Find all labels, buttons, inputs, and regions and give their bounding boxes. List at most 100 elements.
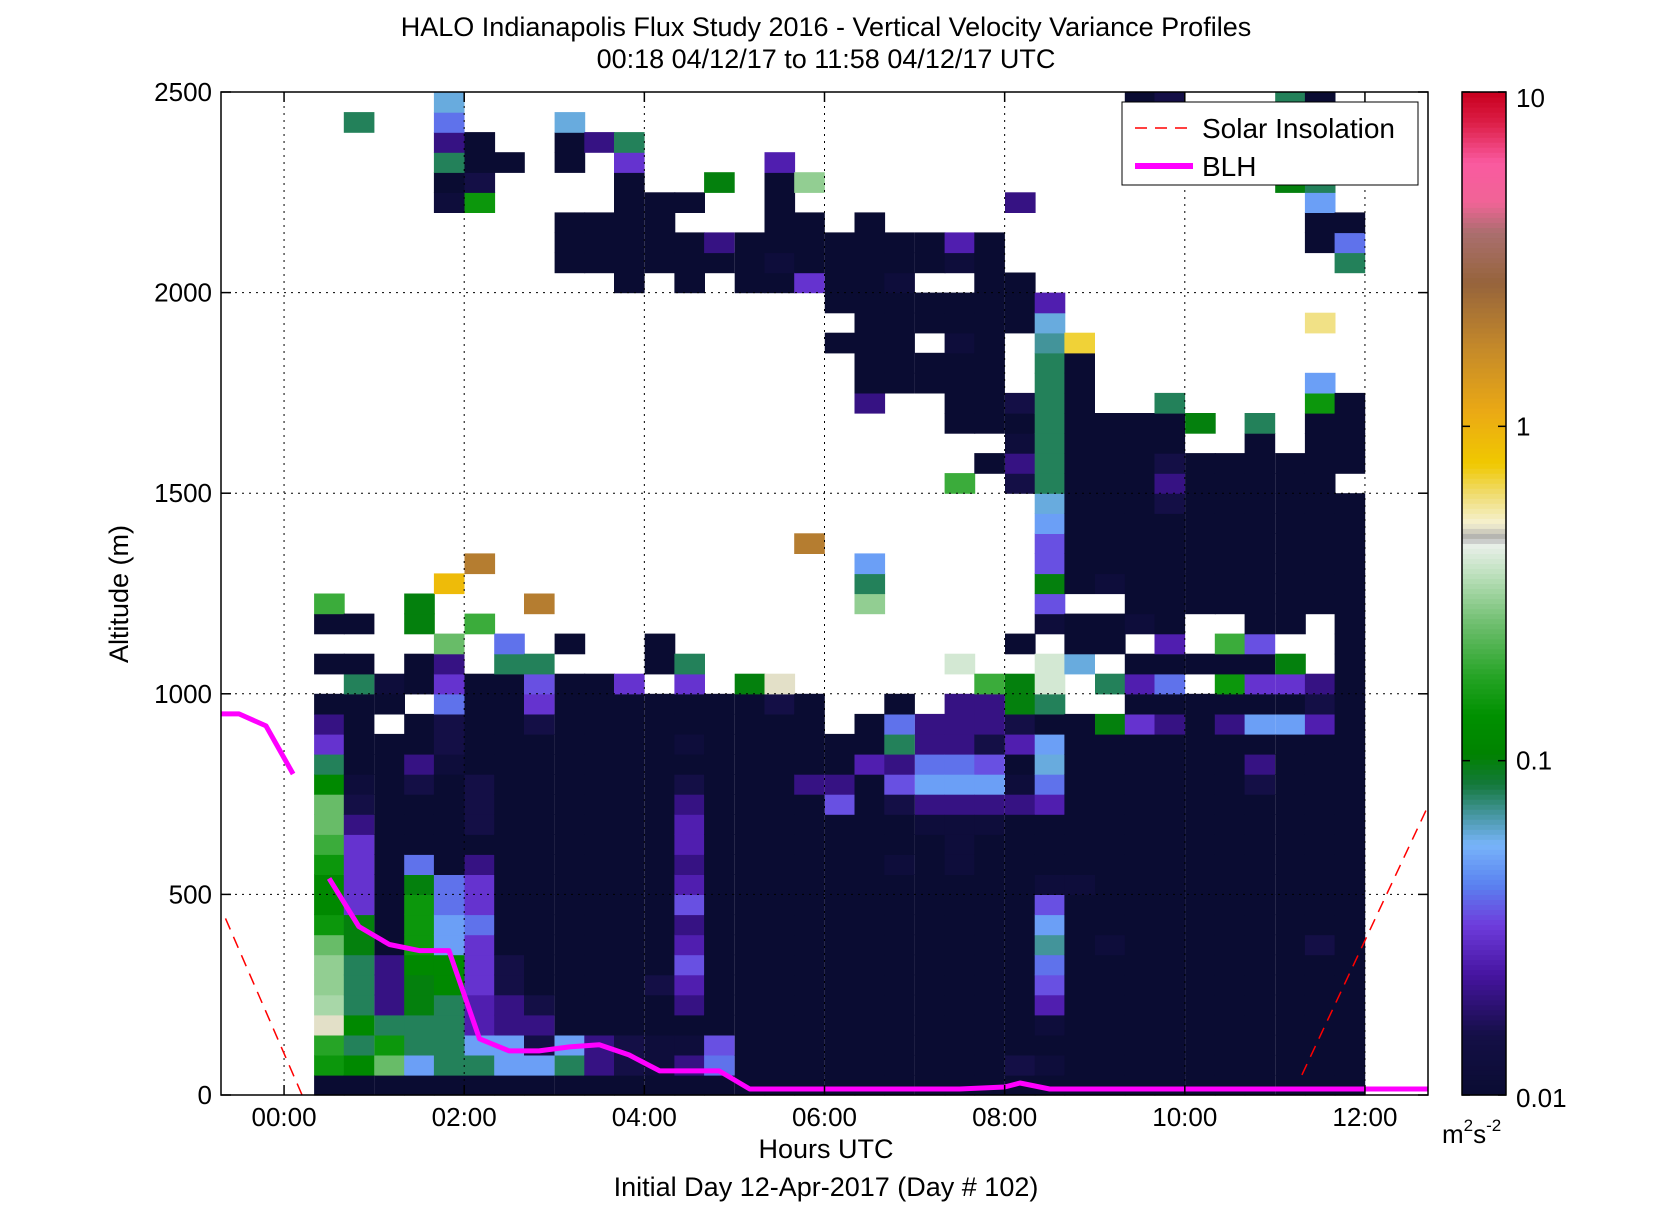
heatmap-cell (464, 613, 496, 635)
heatmap-cell (404, 874, 435, 895)
colorbar-strip (1462, 1069, 1506, 1076)
y-tick-label: 500 (169, 879, 212, 909)
colorbar-strip (1462, 789, 1506, 795)
heatmap-cell (824, 954, 856, 976)
heatmap-cell (734, 673, 766, 695)
colorbar-strip (1462, 1034, 1506, 1041)
heatmap-cell (734, 1014, 766, 1036)
heatmap-cell (1064, 874, 1095, 895)
colorbar-strip (1462, 683, 1506, 690)
heatmap-cell (854, 914, 886, 936)
heatmap-cell (794, 854, 825, 875)
heatmap-cell (1095, 1014, 1126, 1036)
colorbar-strip (1462, 593, 1506, 600)
colorbar-strip (1462, 553, 1506, 559)
heatmap-cell (464, 954, 496, 976)
heatmap-cell (584, 874, 615, 895)
heatmap-cell (1304, 1034, 1336, 1056)
heatmap-cell (854, 553, 886, 575)
heatmap-cell (734, 272, 766, 294)
colorbar-strip (1462, 508, 1506, 514)
heatmap-cell (1244, 974, 1276, 996)
heatmap-cell (1034, 1014, 1066, 1036)
heatmap-cell (494, 693, 525, 715)
heatmap-cell (1214, 854, 1246, 875)
heatmap-cell (1304, 372, 1336, 394)
heatmap-cell (1185, 1014, 1216, 1036)
heatmap-cell (1334, 673, 1366, 695)
heatmap-cell (764, 894, 796, 916)
heatmap-cell (1005, 733, 1036, 755)
heatmap-cell (1304, 874, 1336, 895)
heatmap-cell (704, 974, 735, 996)
heatmap-cell (524, 1074, 555, 1096)
heatmap-cell (1275, 453, 1306, 474)
heatmap-cell (464, 693, 496, 715)
colorbar-strip (1462, 884, 1506, 890)
heatmap-cell (1034, 513, 1066, 534)
heatmap-cell (343, 814, 375, 835)
colorbar-strip (1462, 743, 1506, 750)
heatmap-cell (1304, 754, 1336, 775)
heatmap-cell (1334, 1034, 1366, 1056)
heatmap-cell (854, 834, 886, 855)
colorbar-tick-label: 0.1 (1516, 746, 1552, 776)
heatmap-cell (464, 794, 496, 815)
colorbar-strip (1462, 518, 1506, 524)
heatmap-cell (554, 1054, 586, 1076)
y-tick-label: 1500 (154, 478, 212, 508)
heatmap-cell (314, 794, 345, 815)
colorbar-strip (1462, 713, 1506, 720)
colorbar-strip (1462, 302, 1506, 309)
heatmap-cell (1244, 573, 1276, 595)
heatmap-cell (764, 733, 796, 755)
heatmap-cell (314, 613, 345, 635)
heatmap-cell (1005, 292, 1036, 314)
heatmap-cell (734, 713, 766, 735)
colorbar-strip (1462, 443, 1506, 449)
heatmap-cell (404, 593, 435, 615)
heatmap-cell (1334, 1074, 1366, 1096)
heatmap-cell (1124, 954, 1156, 976)
heatmap-cell (1154, 854, 1186, 875)
colorbar-strip (1462, 267, 1506, 274)
heatmap-cell (854, 252, 886, 274)
heatmap-cell (854, 733, 886, 755)
heatmap-cell (1034, 493, 1066, 514)
heatmap-cell (1244, 934, 1276, 956)
heatmap-cell (433, 794, 465, 815)
heatmap-cell (1064, 1034, 1095, 1056)
colorbar-strip (1462, 272, 1506, 279)
colorbar-strip (1462, 392, 1506, 399)
heatmap-cell (1304, 453, 1336, 474)
heatmap-cell (644, 794, 676, 815)
heatmap-cell (824, 994, 856, 1016)
colorbar-strip (1462, 568, 1506, 575)
colorbar-strip (1462, 964, 1506, 971)
colorbar-strip (1462, 533, 1506, 539)
heatmap-cell (1304, 433, 1336, 454)
heatmap-cell (1214, 894, 1246, 916)
heatmap-cell (1005, 713, 1036, 735)
heatmap-cell (584, 673, 615, 695)
heatmap-cell (1095, 613, 1126, 635)
heatmap-cell (794, 774, 825, 795)
heatmap-cell (343, 974, 375, 996)
heatmap-cell (1005, 814, 1036, 835)
colorbar-tick-label: 10 (1516, 83, 1545, 113)
blh-line (221, 711, 296, 776)
heatmap-cell (464, 894, 496, 916)
heatmap-cell (884, 874, 915, 895)
heatmap-cell (824, 292, 856, 314)
heatmap-cell (343, 1074, 375, 1096)
heatmap-cell (1064, 1054, 1095, 1076)
heatmap-cell (884, 312, 915, 334)
colorbar-strip (1462, 723, 1506, 730)
heatmap-cell (884, 794, 915, 815)
heatmap-cell (644, 954, 676, 976)
heatmap-cell (1005, 473, 1036, 494)
colorbar-strip (1462, 468, 1506, 474)
heatmap-cell (1334, 533, 1366, 554)
colorbar-strip (1462, 102, 1506, 108)
